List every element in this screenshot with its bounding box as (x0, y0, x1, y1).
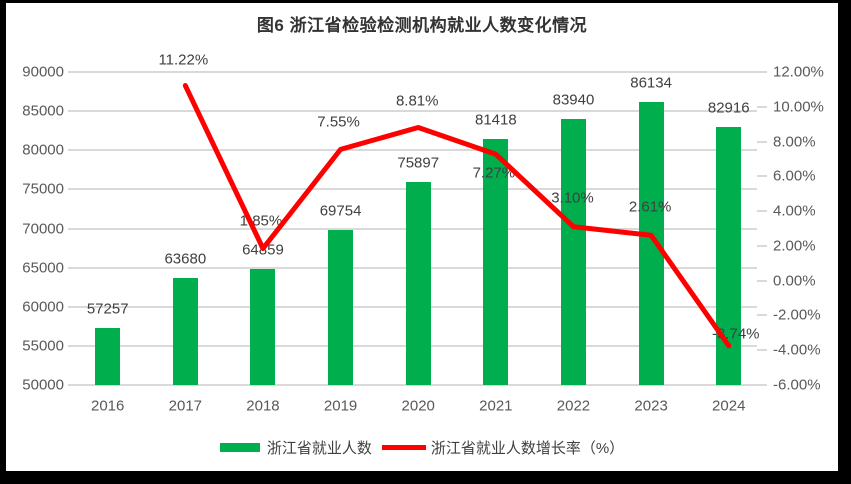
legend-label-bar-series: 浙江省就业人数 (266, 439, 372, 457)
bar-2018 (250, 268, 276, 385)
y-axis-tick-label: 50000 (22, 376, 64, 394)
secondary-y-axis-tick-label: 2.00% (773, 237, 816, 255)
bar-series-swatch (219, 442, 260, 452)
bar-value-label: 86134 (630, 74, 672, 92)
y-axis-tick-label: 75000 (22, 180, 64, 198)
y-axis-tick-label: 65000 (22, 259, 64, 277)
pct-value-label: 2.61% (628, 198, 672, 216)
x-axis-tick-label: 2017 (168, 397, 203, 415)
y-axis-tick-label: 90000 (22, 63, 64, 81)
pct-value-label: 3.10% (551, 189, 594, 207)
axis-tick (757, 384, 767, 386)
axis-tick (757, 210, 767, 213)
axis-tick (757, 71, 767, 73)
bar-2020 (405, 182, 431, 385)
axis-tick (757, 175, 767, 178)
secondary-y-axis-tick-label: -4.00% (773, 341, 821, 359)
line-series-swatch (381, 444, 426, 450)
axis-tick (757, 244, 767, 247)
pct-value-label: 11.22% (158, 51, 209, 69)
secondary-y-axis-tick-label: 0.00% (773, 272, 816, 290)
bar-value-label: 75897 (397, 154, 440, 172)
secondary-y-axis-tick-label: 8.00% (773, 133, 816, 151)
x-axis-tick-label: 2023 (634, 397, 668, 415)
gridline (68, 384, 757, 386)
bar-value-label: 81418 (474, 111, 517, 129)
axis-tick (757, 314, 767, 317)
legend: 浙江省就业人数 浙江省就业人数增长率（%） (6, 436, 838, 458)
bar-value-label: 63680 (164, 250, 207, 268)
axis-tick (757, 349, 767, 352)
bar-value-label: 69754 (319, 202, 362, 220)
pct-value-label: 7.27% (472, 164, 516, 182)
secondary-y-axis-tick-label: 12.00% (773, 63, 824, 81)
y-axis-tick-label: 85000 (22, 102, 64, 120)
y-axis-tick-label: 60000 (22, 298, 64, 316)
secondary-y-axis-tick-label: 4.00% (773, 202, 816, 220)
bar-value-label: 82916 (707, 99, 750, 117)
x-axis-tick-label: 2019 (323, 397, 358, 415)
pct-value-label: 7.55% (317, 113, 360, 131)
secondary-y-axis-tick-label: -2.00% (773, 306, 821, 324)
x-axis-tick-label: 2018 (246, 397, 280, 415)
x-axis-tick-label: 2021 (479, 397, 513, 415)
chart-canvas: 图6 浙江省检验检测机构就业人数变化情况 90000 85000 80000 7500… (6, 3, 838, 471)
axis-tick (757, 140, 767, 143)
bar-value-label: 57257 (86, 300, 129, 318)
axis-tick (757, 279, 767, 282)
bar-2016 (95, 328, 121, 385)
secondary-y-axis-tick-label: -6.00% (773, 376, 821, 394)
legend-label-line-series: 浙江省就业人数增长率（%） (430, 439, 625, 457)
pct-value-label: 1.85% (239, 212, 283, 230)
secondary-y-axis-tick-label: 10.00% (773, 98, 824, 116)
y-axis-tick-label: 70000 (22, 220, 64, 237)
bar-2023 (638, 102, 664, 385)
x-axis-tick-label: 2024 (712, 397, 746, 415)
chart-title: 图6 浙江省检验检测机构就业人数变化情况 (256, 16, 588, 35)
y-axis-tick-label: 55000 (22, 337, 64, 355)
bar-2024 (716, 127, 742, 385)
y-axis-tick-label: 80000 (22, 141, 64, 159)
bar-value-label: 64859 (242, 241, 284, 259)
bar-value-label: 83940 (552, 91, 595, 109)
x-axis-tick-label: 2016 (91, 397, 125, 415)
pct-value-label: -3.74% (711, 325, 760, 343)
bar-2017 (172, 277, 198, 385)
bar-2019 (328, 230, 354, 385)
x-axis-tick-label: 2022 (556, 397, 591, 415)
gridline (68, 71, 757, 73)
pct-value-label: 8.81% (395, 92, 439, 110)
x-axis-tick-label: 2020 (401, 397, 435, 415)
bar-2022 (560, 119, 586, 385)
secondary-y-axis-tick-label: 6.00% (773, 167, 816, 185)
axis-tick (757, 105, 767, 108)
